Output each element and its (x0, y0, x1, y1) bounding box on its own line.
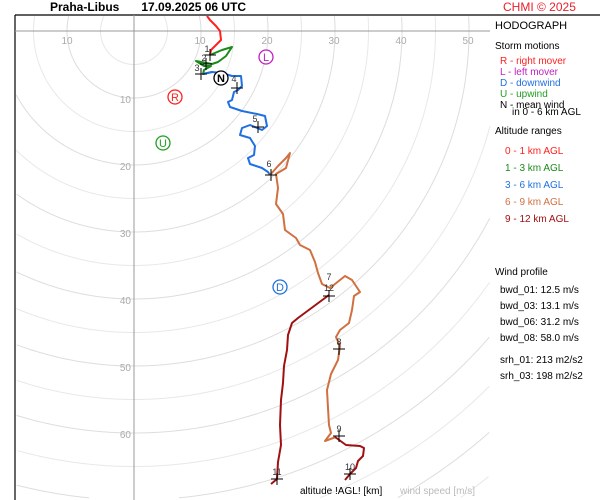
altitude-ranges-title: Altitude ranges (495, 126, 562, 137)
altitude-label: 5 (252, 114, 257, 124)
legend-title: HODOGRAPH (495, 20, 568, 32)
x-tick-label: 50 (462, 36, 474, 47)
altitude-marker: 9 (333, 424, 345, 442)
legend-item: 6 - 9 km AGL (505, 197, 564, 208)
altitude-label: 12 (324, 283, 334, 293)
legend-item: 9 - 12 km AGL (505, 214, 569, 225)
y-tick-label: 10 (120, 95, 132, 106)
storm-motions-title: Storm motions (495, 41, 560, 52)
altitude-label: 7 (326, 272, 331, 282)
speed-ring (320, 385, 490, 499)
y-axis-label: wind speed [m/s] (400, 486, 476, 497)
speed-ring (397, 432, 490, 498)
altitude-marker: 5 (252, 114, 264, 133)
segment-6-9km (269, 152, 361, 442)
segment-9-12km-a (334, 436, 365, 481)
storm-letter: R (171, 92, 179, 104)
chart-title: Praha-Libus 17.09.2025 06 UTC (50, 0, 268, 14)
altitude-marker: 10 (344, 462, 356, 480)
legend-item: bwd_08: 58.0 m/s (500, 333, 579, 344)
y-tick-label: 40 (120, 296, 132, 307)
altitude-marker: 8 (333, 337, 345, 355)
storm-letter: N (217, 73, 225, 85)
legend-item: U - upwind (500, 89, 548, 100)
segment-9-12km-b (270, 294, 330, 485)
copyright: CHMI © 2025 (503, 0, 576, 14)
segment-3-6km (202, 71, 271, 176)
altitude-marker: 12 (323, 283, 335, 302)
y-tick-label: 20 (120, 162, 132, 173)
legend-item: D - downwind (500, 78, 561, 89)
x-tick-label: 10 (194, 36, 206, 47)
x-tick-label: 20 (261, 36, 273, 47)
altitude-label: 9 (336, 424, 341, 434)
station-name: Praha-Libus (50, 0, 120, 14)
datetime: 17.09.2025 06 UTC (141, 0, 247, 14)
altitude-marker: 6 (265, 159, 277, 181)
speed-ring (16, 16, 369, 266)
legend-item: 0 - 1 km AGL (505, 146, 564, 157)
y-tick-label: 60 (120, 430, 132, 441)
speed-ring (17, 282, 491, 467)
speed-ring (16, 126, 491, 400)
y-tick-label: 50 (120, 363, 132, 374)
x-axis-label: altitude !AGL! [km] (300, 486, 383, 497)
legend-item: bwd_01: 12.5 m/s (500, 285, 579, 296)
storm-motion-r: R (167, 89, 183, 105)
altitude-label: 3 (194, 63, 199, 73)
speed-ring (100, 15, 168, 65)
storm-letter: D (276, 282, 284, 294)
altitude-marker: 3 (194, 63, 207, 80)
altitude-label: 10 (345, 462, 355, 472)
segment-0-1km (206, 16, 222, 56)
speed-ring (15, 16, 269, 166)
x-tick-label: 30 (328, 36, 340, 47)
altitude-label: 8 (336, 337, 341, 347)
altitude-marker: 2 (200, 53, 212, 70)
legend-item: 3 - 6 km AGL (505, 180, 564, 191)
speed-ring (460, 476, 489, 498)
storm-letter: U (159, 138, 167, 150)
speed-rings (15, 15, 491, 499)
speed-ring (16, 16, 470, 367)
x-tick-label: 40 (395, 36, 407, 47)
storm-motion-n: N (213, 70, 229, 86)
speed-ring (16, 336, 490, 499)
altitude-label: 6 (266, 159, 271, 169)
altitude-marker: 1 (204, 44, 216, 61)
legend-item: bwd_03: 13.1 m/s (500, 301, 579, 312)
legend-item: 1 - 3 km AGL (505, 163, 564, 174)
segment-1-3km (195, 46, 233, 75)
storm-letter: L (263, 52, 269, 64)
speed-ring (15, 16, 302, 199)
legend-item: L - left mover (500, 67, 558, 78)
storm-motion-d: D (272, 279, 288, 295)
y-tick-label: 30 (120, 229, 132, 240)
legend-item: srh_03: 198 m2/s2 (500, 371, 583, 382)
wind-profile-title: Wind profile (495, 267, 548, 278)
altitude-marker: 11 (271, 467, 283, 485)
altitude-label: 11 (272, 467, 281, 477)
legend-item: srh_01: 213 m2/s2 (500, 355, 583, 366)
speed-ring (16, 16, 436, 333)
speed-ring (16, 16, 336, 233)
altitude-label: 2 (201, 53, 206, 63)
storm-note: in 0 - 6 km AGL (512, 107, 581, 118)
altitude-label: 1 (204, 44, 209, 54)
speed-ring (16, 217, 491, 434)
legend-item: R - right mover (500, 56, 567, 67)
altitude-marker: 4 (231, 74, 243, 94)
altitude-label: 4 (231, 74, 236, 84)
storm-motion-u: U (155, 135, 171, 151)
storm-motion-l: L (258, 49, 274, 65)
legend-item: bwd_06: 31.2 m/s (500, 317, 579, 328)
x-tick-label: 10 (61, 36, 73, 47)
speed-ring (16, 16, 403, 300)
speed-ring (66, 16, 202, 99)
legend-item: N - mean wind (500, 100, 565, 111)
